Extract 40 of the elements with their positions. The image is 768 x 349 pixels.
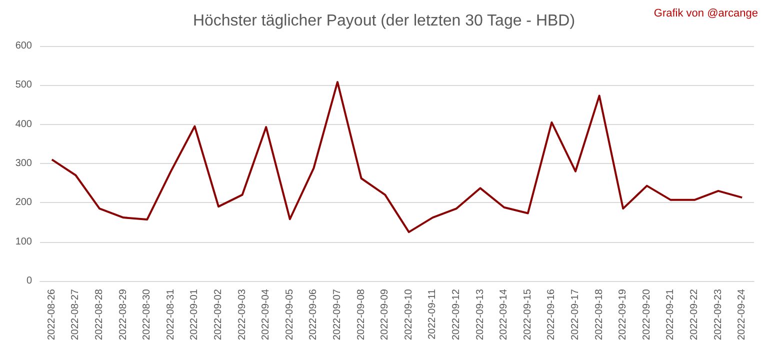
x-tick-label: 2022-09-17 xyxy=(570,288,581,340)
x-tick-label: 2022-09-24 xyxy=(736,288,748,340)
x-tick-label: 2022-09-20 xyxy=(641,288,652,340)
x-tick-label: 2022-09-10 xyxy=(403,288,414,340)
x-tick-label: 2022-09-23 xyxy=(712,288,724,340)
x-tick-label: 2022-09-06 xyxy=(308,288,320,340)
x-tick-label: 2022-09-08 xyxy=(356,288,367,340)
x-tick-label: 2022-09-15 xyxy=(522,288,534,340)
x-tick-label: 2022-09-22 xyxy=(689,288,700,340)
x-tick-label: 2022-09-11 xyxy=(427,288,438,340)
x-tick-label: 2022-09-04 xyxy=(260,288,272,340)
x-tick-label: 2022-09-13 xyxy=(474,288,486,340)
x-tick-label: 2022-08-30 xyxy=(142,288,153,340)
x-tick-label: 2022-09-19 xyxy=(618,288,629,340)
x-tick-label: 2022-09-16 xyxy=(546,288,558,340)
y-tick-label: 600 xyxy=(15,40,32,52)
x-tick-label: 2022-09-14 xyxy=(498,288,510,340)
y-tick-label: 0 xyxy=(26,276,32,286)
y-tick-label: 500 xyxy=(15,80,32,91)
x-tick-label: 2022-09-12 xyxy=(451,288,462,340)
y-tick-label: 100 xyxy=(15,236,32,248)
x-tick-label: 2022-08-26 xyxy=(46,288,58,340)
x-tick-label: 2022-09-18 xyxy=(594,288,605,340)
y-tick-label: 200 xyxy=(15,197,32,208)
x-tick-label: 2022-09-07 xyxy=(332,288,343,340)
x-tick-label: 2022-09-09 xyxy=(380,288,391,340)
x-tick-label: 2022-08-27 xyxy=(70,288,82,340)
chart-title: Höchster täglicher Payout (der letzten 30 Tage - HBD) xyxy=(192,12,576,30)
x-tick-label: 2022-09-05 xyxy=(284,288,296,340)
line-series xyxy=(50,81,744,234)
x-tick-label: 2022-08-31 xyxy=(165,288,176,340)
x-tick-label: 2022-09-01 xyxy=(189,288,200,340)
x-tick-label: 2022-09-21 xyxy=(665,288,676,340)
x-tick-label: 2022-09-03 xyxy=(236,288,248,340)
y-tick-label: 300 xyxy=(15,158,32,169)
x-tick-label: 2022-08-29 xyxy=(118,288,129,340)
text: Grafik von @arcange xyxy=(654,8,758,20)
y-tick-label: 400 xyxy=(15,118,32,130)
x-tick-label: 2022-09-02 xyxy=(213,288,224,340)
x-tick-label: 2022-08-28 xyxy=(94,288,105,340)
